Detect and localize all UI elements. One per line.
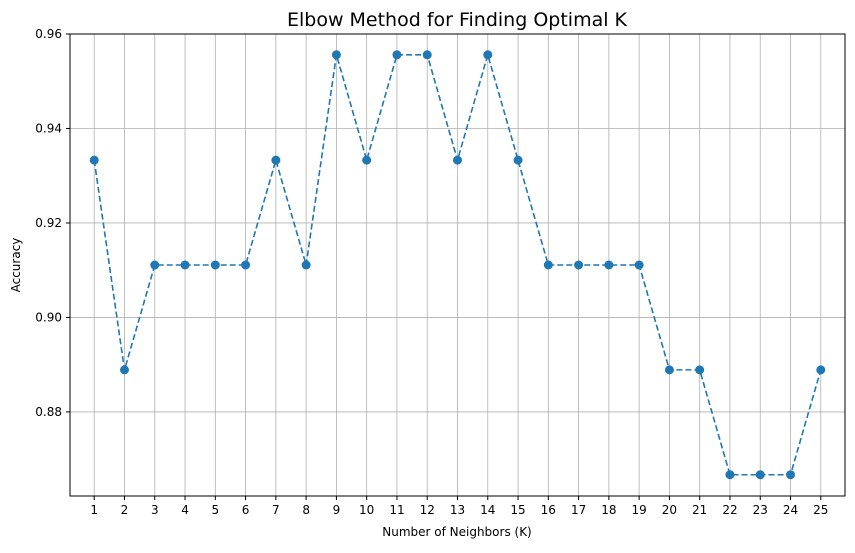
- data-point: [664, 365, 674, 375]
- data-point: [119, 365, 129, 375]
- x-tick-label: 11: [389, 503, 404, 517]
- x-tick-label: 12: [420, 503, 435, 517]
- y-tick-label: 0.88: [35, 405, 62, 419]
- data-point: [362, 155, 372, 165]
- x-tick-label: 2: [121, 503, 129, 517]
- chart-title: Elbow Method for Finding Optimal K: [287, 9, 628, 31]
- x-tick-label: 18: [601, 503, 616, 517]
- data-point: [392, 50, 402, 60]
- data-point: [150, 260, 160, 270]
- data-point: [574, 260, 584, 270]
- y-tick-label: 0.94: [35, 121, 62, 135]
- x-tick-label: 24: [783, 503, 798, 517]
- x-tick-label: 7: [272, 503, 280, 517]
- x-tick-label: 15: [510, 503, 525, 517]
- data-point: [725, 470, 735, 480]
- data-point: [453, 155, 462, 165]
- data-point: [483, 50, 493, 60]
- x-tick-label: 25: [813, 503, 828, 517]
- x-tick-label: 23: [753, 503, 768, 517]
- data-point: [543, 260, 553, 270]
- data-point: [816, 365, 826, 375]
- y-tick-label: 0.96: [35, 27, 62, 41]
- x-tick-label: 19: [632, 503, 647, 517]
- x-axis-label: Number of Neighbors (K): [382, 525, 532, 539]
- x-tick-label: 22: [722, 503, 737, 517]
- x-tick-label: 3: [151, 503, 159, 517]
- data-point: [271, 155, 281, 165]
- y-tick-label: 0.90: [35, 310, 62, 324]
- x-tick-label: 5: [211, 503, 219, 517]
- data-point: [755, 470, 765, 480]
- x-tick-label: 14: [480, 503, 495, 517]
- x-tick-label: 21: [692, 503, 707, 517]
- series-layer: [89, 50, 826, 480]
- data-point: [210, 260, 220, 270]
- y-axis-label: Accuracy: [9, 238, 23, 293]
- x-tick-label: 20: [662, 503, 677, 517]
- data-point: [331, 50, 341, 60]
- y-tick-label: 0.92: [35, 216, 62, 230]
- x-tick-label: 8: [302, 503, 310, 517]
- x-tick-label: 10: [359, 503, 374, 517]
- data-point: [786, 470, 796, 480]
- x-tick-label: 6: [242, 503, 250, 517]
- x-tick-label: 9: [333, 503, 341, 517]
- data-point: [513, 155, 523, 165]
- x-tick-label: 17: [571, 503, 586, 517]
- data-point: [180, 260, 190, 270]
- x-tick-label: 4: [181, 503, 189, 517]
- x-tick-label: 1: [90, 503, 98, 517]
- x-tick-label: 16: [541, 503, 556, 517]
- data-point: [89, 155, 99, 165]
- data-point: [695, 365, 705, 375]
- data-point: [422, 50, 432, 60]
- data-point: [301, 260, 311, 270]
- data-point: [634, 260, 644, 270]
- x-tick-label: 13: [450, 503, 465, 517]
- data-point: [241, 260, 251, 270]
- tick-layer: 1 2 3 4 5 6 7 8 9 10 11 12 13 14 15 16 17 18 19 20 21 22 23 24 2…: [35, 27, 828, 517]
- data-point: [604, 260, 614, 270]
